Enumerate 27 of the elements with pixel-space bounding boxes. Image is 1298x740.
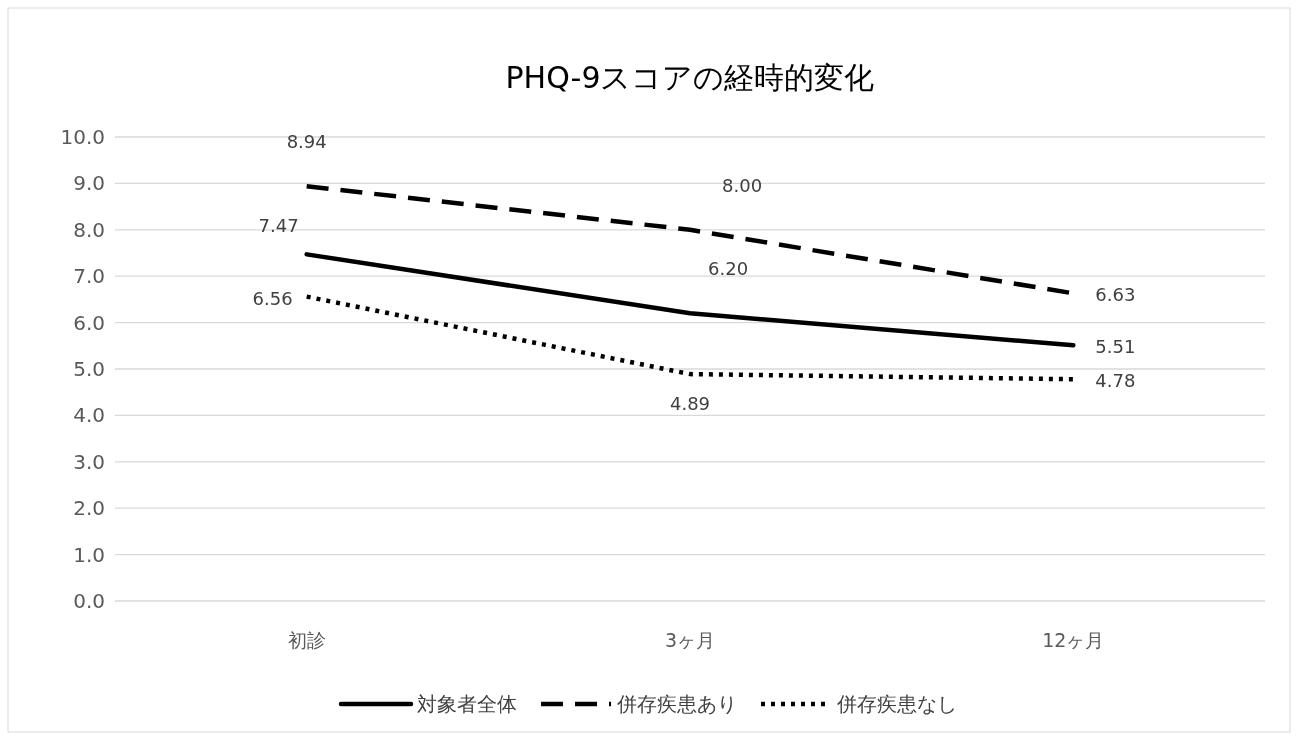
data-label: 8.00	[722, 174, 763, 196]
x-tick-label: 12ヶ月	[1042, 629, 1105, 651]
y-tick-label: 2.0	[73, 496, 105, 521]
data-label: 6.56	[252, 287, 293, 309]
y-tick-label: 4.0	[73, 403, 105, 428]
legend-label: 併存疾患なし	[836, 692, 957, 716]
legend-label: 併存疾患あり	[616, 692, 737, 716]
y-tick-label: 6.0	[73, 310, 105, 335]
data-label: 8.94	[286, 131, 327, 153]
y-tick-label: 9.0	[73, 171, 105, 196]
data-label: 5.51	[1095, 336, 1136, 358]
y-tick-label: 5.0	[73, 357, 105, 381]
data-label: 4.78	[1095, 370, 1136, 392]
data-label: 6.20	[708, 258, 749, 280]
y-tick-label: 1.0	[73, 542, 105, 567]
chart-title: PHQ-9スコアの経時的変化	[505, 60, 875, 95]
data-label: 4.89	[669, 393, 711, 415]
x-tick-label: 初診	[287, 629, 326, 651]
y-tick-label: 0.0	[73, 589, 105, 613]
data-label: 6.63	[1095, 284, 1136, 306]
y-tick-label: 8.0	[73, 217, 105, 242]
y-tick-label: 3.0	[73, 449, 105, 474]
legend-label: 対象者全体	[417, 692, 517, 716]
x-tick-label: 3ヶ月	[664, 629, 716, 651]
y-tick-label: 10.0	[60, 125, 105, 149]
y-tick-label: 7.0	[73, 264, 105, 289]
data-label: 7.47	[258, 215, 299, 237]
